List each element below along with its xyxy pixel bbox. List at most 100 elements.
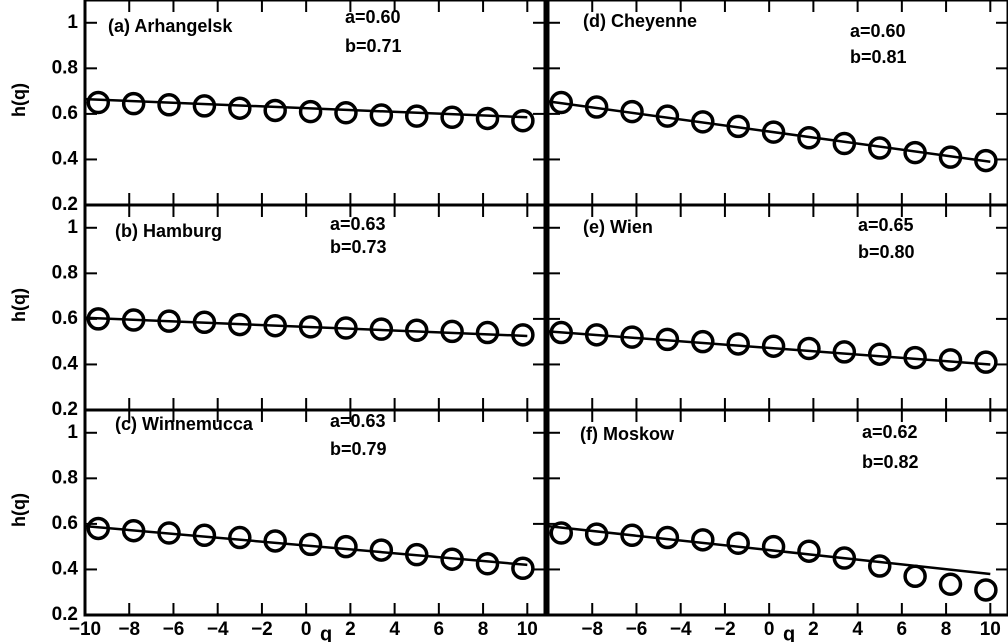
point xyxy=(549,90,574,115)
panel-label: (f) Moskow xyxy=(580,424,675,444)
point xyxy=(511,323,535,347)
point xyxy=(86,90,111,115)
point xyxy=(867,342,892,366)
point xyxy=(867,554,892,578)
panel-label: (b) Hamburg xyxy=(115,221,222,241)
annotation: a=0.60 xyxy=(345,7,401,27)
x-tick-label: 6 xyxy=(434,619,445,640)
x-tick-label: 10 xyxy=(517,619,538,640)
point xyxy=(761,334,786,358)
y-tick-label: 0.4 xyxy=(52,353,79,374)
annotation: a=0.63 xyxy=(330,214,386,234)
annotation: a=0.60 xyxy=(850,21,906,41)
point xyxy=(832,131,857,156)
point xyxy=(404,542,429,567)
annotation: b=0.80 xyxy=(858,242,915,262)
point xyxy=(655,327,680,352)
point xyxy=(549,320,574,345)
point xyxy=(797,336,821,361)
x-tick-label: −8 xyxy=(581,619,603,640)
annotation: a=0.65 xyxy=(858,215,914,235)
point xyxy=(726,332,750,356)
panel-label: (c) Winnemucca xyxy=(115,414,254,434)
point xyxy=(974,578,998,602)
point xyxy=(832,546,857,570)
point xyxy=(334,101,358,125)
point xyxy=(157,93,181,117)
point xyxy=(655,104,680,128)
point xyxy=(475,320,500,345)
point xyxy=(620,523,644,548)
panel-label: (a) Arhangelsk xyxy=(108,16,233,36)
point xyxy=(511,108,535,133)
annotation: a=0.63 xyxy=(330,411,386,431)
point xyxy=(192,523,217,548)
point xyxy=(938,572,963,596)
y-tick-label: 0.4 xyxy=(52,148,79,169)
point xyxy=(192,94,217,118)
panel-label: (e) Wien xyxy=(583,217,653,237)
point xyxy=(157,521,181,545)
point xyxy=(761,120,786,144)
x-tick-label: −10 xyxy=(69,619,101,640)
fit-line xyxy=(547,524,991,576)
point xyxy=(404,318,429,343)
annotation: b=0.82 xyxy=(862,452,919,472)
x-tick-label: 10 xyxy=(980,619,1001,640)
point xyxy=(228,96,252,120)
point xyxy=(511,556,535,581)
point xyxy=(86,516,111,541)
point xyxy=(334,534,358,559)
point xyxy=(691,110,715,134)
y-axis-label: h(q) xyxy=(9,83,29,117)
point xyxy=(263,529,287,553)
point xyxy=(369,103,394,127)
point xyxy=(298,532,323,557)
point xyxy=(620,325,644,349)
point xyxy=(761,534,786,559)
x-tick-label: 2 xyxy=(808,619,819,640)
annotation: b=0.73 xyxy=(330,237,387,257)
point xyxy=(192,310,217,335)
point xyxy=(974,148,998,173)
annotation: a=0.62 xyxy=(862,422,918,442)
panel-label: (d) Cheyenne xyxy=(583,11,697,31)
y-tick-label: 0.8 xyxy=(52,57,78,78)
x-tick-label: 4 xyxy=(852,619,863,640)
point xyxy=(298,315,323,339)
point xyxy=(121,518,146,543)
x-tick-label: −6 xyxy=(163,619,185,640)
point xyxy=(228,525,252,550)
x-tick-label: −4 xyxy=(670,619,692,640)
point xyxy=(86,307,111,331)
panel-frame xyxy=(546,0,1008,207)
x-tick-label: 2 xyxy=(345,619,356,640)
point xyxy=(440,319,464,344)
point xyxy=(404,104,429,128)
point xyxy=(584,95,609,119)
point xyxy=(121,91,146,116)
point xyxy=(797,539,821,563)
point xyxy=(938,348,963,372)
annotation: b=0.71 xyxy=(345,36,402,56)
x-tick-label: 8 xyxy=(478,619,489,640)
point xyxy=(298,99,323,124)
y-tick-label: 0.6 xyxy=(52,513,78,534)
y-tick-label: 0.2 xyxy=(52,399,78,420)
point xyxy=(655,525,680,550)
annotation: b=0.79 xyxy=(330,439,387,459)
point xyxy=(903,564,927,589)
point xyxy=(974,350,998,374)
point xyxy=(832,340,857,364)
x-tick-label: 6 xyxy=(897,619,908,640)
point xyxy=(584,323,609,347)
x-tick-label: −6 xyxy=(626,619,648,640)
point xyxy=(475,106,500,131)
y-tick-label: 0.2 xyxy=(52,194,78,215)
point xyxy=(903,140,927,165)
y-tick-label: 1 xyxy=(67,422,78,443)
point xyxy=(475,552,500,576)
y-tick-label: 1 xyxy=(67,12,78,33)
x-tick-label: 4 xyxy=(389,619,400,640)
